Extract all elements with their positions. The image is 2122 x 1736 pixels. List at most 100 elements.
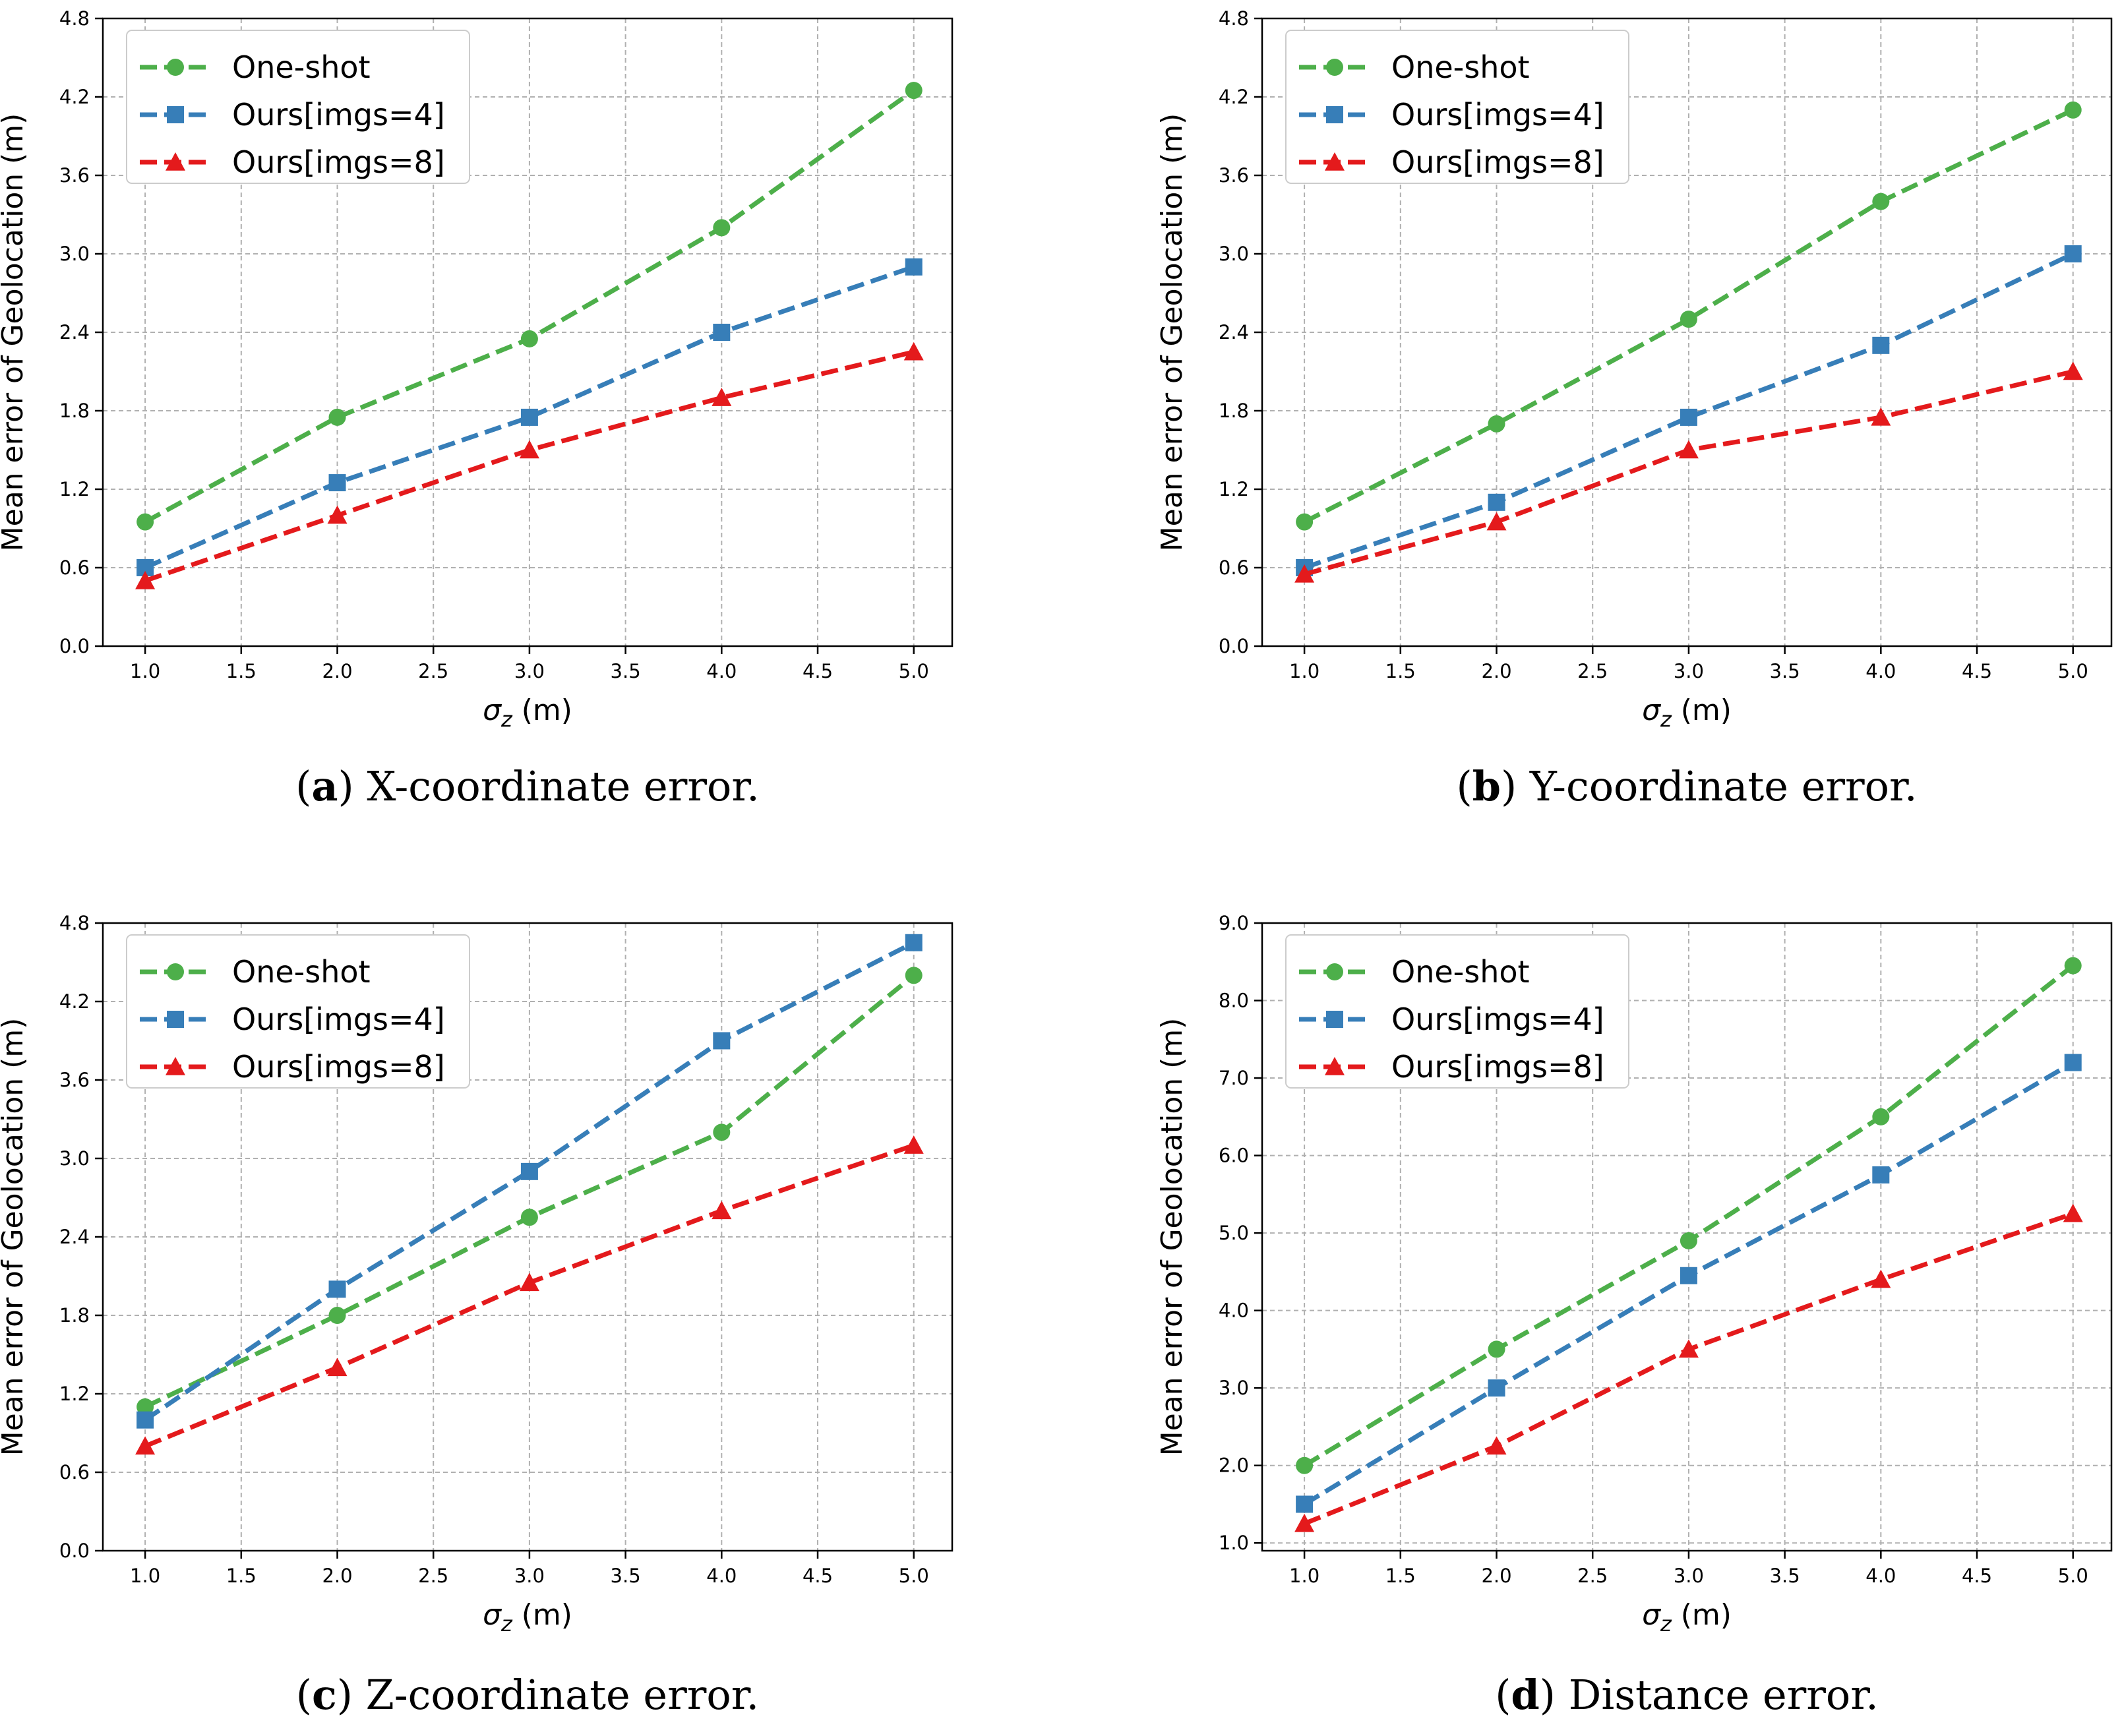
x-tick-label: 5.0	[2058, 660, 2088, 682]
data-point-imgs8	[2063, 361, 2083, 380]
data-point-imgs8	[712, 388, 732, 406]
legend-label-imgs8: Ours[imgs=8]	[1391, 1049, 1604, 1085]
x-axis-label: σz (m)	[483, 694, 572, 732]
legend-label-imgs4: Ours[imgs=4]	[232, 97, 445, 133]
y-tick-label: 3.0	[59, 243, 90, 265]
x-tick-label: 1.0	[1289, 660, 1319, 682]
data-point-imgs8	[903, 1135, 924, 1154]
data-point-imgs8	[2063, 1203, 2083, 1222]
legend-marker-one-shot	[1326, 59, 1343, 76]
data-point-imgs8	[135, 570, 156, 589]
legend-marker-imgs4	[1326, 1011, 1343, 1028]
x-tick-label: 3.0	[514, 1565, 545, 1587]
y-axis-label: Mean error of Geolocation (m)	[0, 113, 30, 552]
data-point-imgs8	[1486, 512, 1507, 531]
data-point-one-shot	[1296, 513, 1314, 531]
data-point-imgs8	[135, 1436, 156, 1455]
data-point-one-shot	[1488, 415, 1505, 433]
data-point-imgs8	[327, 1358, 348, 1377]
y-tick-label: 1.0	[1219, 1532, 1249, 1554]
y-tick-label: 2.4	[59, 1226, 90, 1248]
x-tick-label: 1.5	[226, 660, 257, 682]
legend-marker-one-shot	[1326, 963, 1343, 980]
y-tick-label: 0.0	[59, 635, 90, 657]
plot-frame	[102, 17, 954, 647]
x-tick-label: 5.0	[899, 660, 929, 682]
data-point-one-shot	[1872, 1108, 1890, 1125]
y-tick-label: 4.2	[59, 86, 90, 108]
data-point-one-shot	[1296, 1456, 1314, 1474]
data-point-one-shot	[2064, 101, 2082, 119]
data-point-imgs4	[328, 474, 346, 492]
y-tick-label: 2.4	[59, 321, 90, 344]
panel-caption: (c) Z-coordinate error.	[296, 1671, 759, 1719]
series-line-imgs4	[1303, 251, 2075, 570]
y-tick-label: 3.6	[59, 1069, 90, 1091]
data-point-imgs4	[1680, 408, 1697, 426]
data-point-imgs8	[1678, 440, 1699, 459]
legend-marker-imgs4	[167, 1011, 184, 1028]
legend-label-one-shot: One-shot	[232, 49, 371, 85]
data-point-imgs4	[1488, 1379, 1505, 1397]
x-tick-label: 1.5	[1385, 1565, 1416, 1587]
data-point-imgs8	[1294, 564, 1315, 583]
panel-caption: (a) X-coordinate error.	[295, 762, 760, 810]
data-point-imgs8	[1294, 1513, 1315, 1532]
legend: One-shot Ours[imgs=4] Ours[imgs=8]	[126, 934, 470, 1089]
x-tick-label: 1.0	[130, 1565, 160, 1587]
data-point-one-shot	[328, 1307, 346, 1324]
x-tick-label: 1.0	[1289, 1565, 1319, 1587]
y-tick-label: 1.8	[59, 400, 90, 422]
legend-marker-imgs8	[166, 1057, 185, 1075]
legend: One-shot Ours[imgs=4] Ours[imgs=8]	[1285, 934, 1629, 1089]
plot-frame	[1261, 17, 2113, 647]
data-point-imgs4	[2064, 1054, 2082, 1071]
x-tick-label: 2.0	[1481, 1565, 1511, 1587]
x-tick-label: 3.0	[1674, 660, 1704, 682]
data-point-one-shot	[1488, 1340, 1505, 1358]
data-point-one-shot	[1872, 193, 1890, 210]
data-point-imgs4	[2064, 245, 2082, 262]
legend-marker-imgs4	[1326, 106, 1343, 123]
legend-marker-imgs8	[1325, 1057, 1345, 1075]
data-point-one-shot	[2064, 957, 2082, 974]
legend-marker-one-shot	[167, 59, 184, 76]
y-tick-label: 4.8	[1219, 7, 1249, 30]
x-tick-label: 5.0	[899, 1565, 929, 1587]
x-tick-label: 2.5	[1577, 660, 1608, 682]
data-point-imgs4	[905, 258, 923, 276]
data-point-imgs4	[520, 1162, 538, 1180]
x-axis-label: σz (m)	[1642, 1598, 1732, 1636]
y-tick-label: 4.8	[59, 7, 90, 30]
data-point-imgs8	[519, 440, 539, 459]
legend-label-imgs8: Ours[imgs=8]	[232, 144, 445, 180]
legend-marker-imgs8	[1325, 152, 1345, 171]
x-tick-label: 4.0	[1865, 660, 1896, 682]
x-tick-label: 3.0	[514, 660, 545, 682]
data-point-imgs4	[905, 934, 923, 951]
x-tick-label: 4.5	[803, 660, 833, 682]
legend-marker-one-shot	[167, 963, 184, 980]
y-tick-label: 3.0	[1219, 243, 1249, 265]
x-tick-label: 2.5	[418, 1565, 448, 1587]
data-point-one-shot	[328, 408, 346, 426]
y-tick-label: 5.0	[1219, 1222, 1249, 1244]
legend-marker-imgs8	[166, 152, 185, 171]
data-point-imgs8	[519, 1272, 539, 1292]
legend: One-shot Ours[imgs=4] Ours[imgs=8]	[1285, 30, 1629, 184]
legend-label-imgs4: Ours[imgs=4]	[232, 1002, 445, 1037]
y-tick-label: 4.2	[59, 990, 90, 1013]
y-axis-label: Mean error of Geolocation (m)	[1155, 113, 1189, 552]
x-tick-label: 4.5	[1962, 1565, 1992, 1587]
data-point-imgs4	[520, 408, 538, 426]
y-tick-label: 0.6	[59, 556, 90, 579]
data-point-imgs4	[1296, 1495, 1314, 1513]
x-axis-label: σz (m)	[1642, 694, 1732, 732]
series-line-imgs4	[144, 264, 915, 570]
data-point-imgs4	[1872, 1166, 1890, 1183]
data-point-imgs4	[713, 1032, 731, 1050]
x-tick-label: 4.5	[803, 1565, 833, 1587]
plot-frame	[1261, 922, 2113, 1552]
x-tick-label: 3.5	[611, 660, 641, 682]
y-tick-label: 9.0	[1219, 912, 1249, 934]
